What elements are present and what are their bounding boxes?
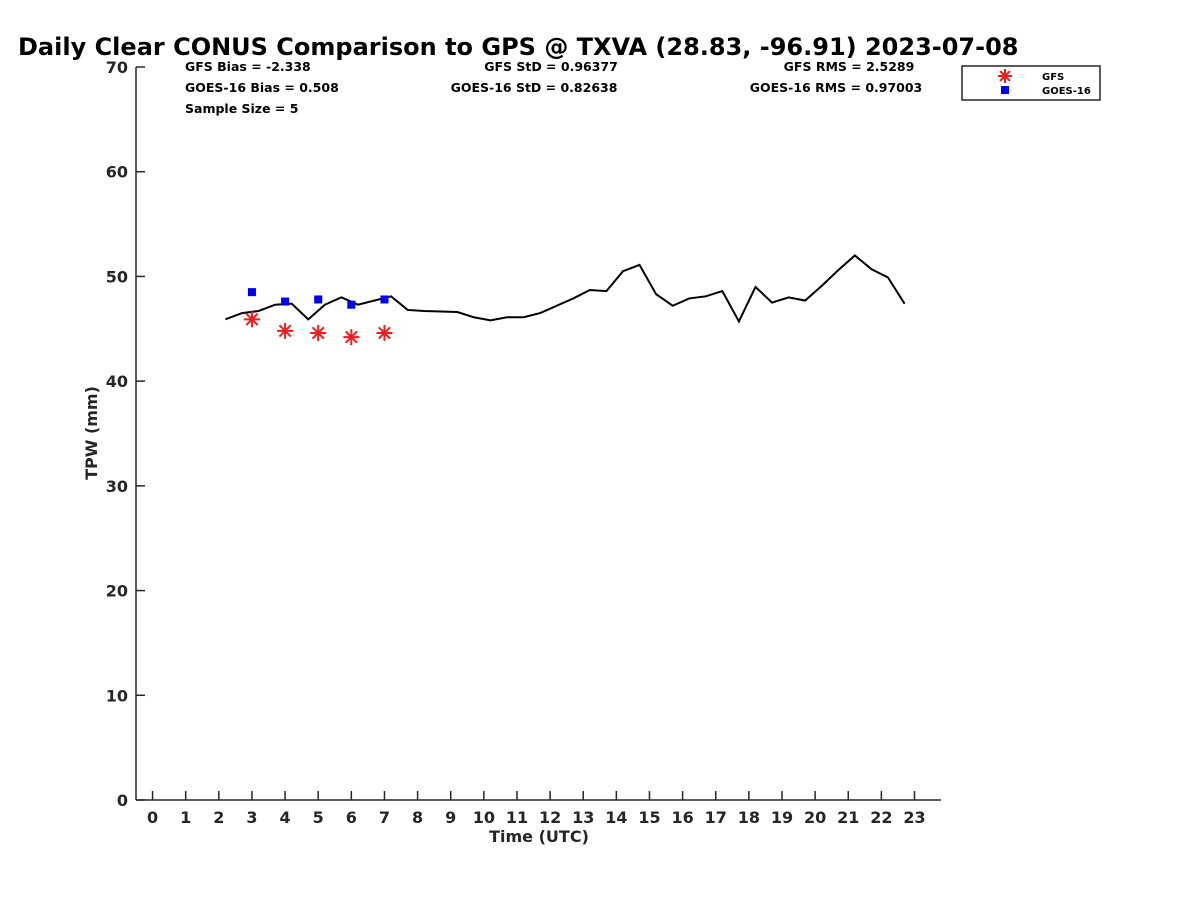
y-tick-label: 30: [106, 477, 128, 496]
y-tick-label: 50: [106, 267, 128, 286]
x-tick-label: 5: [313, 808, 324, 827]
legend-box: [961, 65, 1101, 101]
gfs-std-stat: GFS StD = 0.96377: [484, 59, 618, 74]
x-tick-label: 16: [671, 808, 693, 827]
x-tick-label: 4: [280, 808, 291, 827]
goes16-point: [247, 288, 256, 297]
legend: GFS GOES-16: [961, 65, 1101, 101]
gfs-point: [310, 324, 327, 341]
gfs-bias-stat: GFS Bias = -2.338: [185, 59, 311, 74]
x-tick-label: 7: [379, 808, 390, 827]
goes16-point: [314, 295, 323, 304]
x-tick-label: 19: [771, 808, 793, 827]
gfs-point: [243, 311, 260, 328]
goes16-point: [281, 297, 290, 306]
gfs-point: [277, 322, 294, 339]
x-tick-label: 11: [506, 808, 528, 827]
x-tick-label: 9: [445, 808, 456, 827]
y-tick-label: 60: [106, 163, 128, 182]
x-tick-label: 2: [213, 808, 224, 827]
x-tick-label: 12: [539, 808, 561, 827]
x-tick-label: 1: [180, 808, 191, 827]
x-tick-label: 20: [804, 808, 826, 827]
x-tick-label: 18: [738, 808, 760, 827]
gfs-point-stroke: [344, 330, 358, 344]
x-tick-label: 13: [572, 808, 594, 827]
y-tick-label: 20: [106, 582, 128, 601]
x-ticks: 0 1 2 3 4 5 6 7 8 9 10 11 12 13 14 15 16 17 18 19 20 21 22 23: [147, 791, 926, 827]
chart-title: Daily Clear CONUS Comparison to GPS @ TX…: [18, 33, 1019, 61]
y-tick-label: 40: [106, 372, 128, 391]
goes16-point: [347, 300, 356, 309]
legend-gfs-asterisk: [998, 69, 1012, 83]
gfs-point-stroke: [278, 324, 292, 338]
goes16-point: [380, 295, 389, 304]
goes-rms-stat: GOES-16 RMS = 0.97003: [750, 80, 923, 95]
legend-gfs-asterisk-stroke: [999, 70, 1011, 82]
gfs-point-stroke: [378, 326, 391, 340]
goes-std-stat: GOES-16 StD = 0.82638: [451, 80, 618, 95]
gfs-point: [376, 324, 393, 341]
stats-annotations: GFS Bias = -2.338 GOES-16 Bias = 0.508 S…: [185, 59, 922, 116]
x-tick-label: 10: [473, 808, 495, 827]
goes-bias-stat: GOES-16 Bias = 0.508: [185, 80, 339, 95]
sample-size-stat: Sample Size = 5: [185, 101, 298, 116]
x-axis-label: Time (UTC): [489, 827, 589, 846]
x-tick-label: 17: [705, 808, 727, 827]
legend-goes16-label: GOES-16: [1042, 86, 1091, 97]
x-tick-label: 23: [903, 808, 925, 827]
y-axis-label: TPW (mm): [82, 386, 101, 480]
x-tick-label: 8: [412, 808, 423, 827]
plot-area: [225, 254, 906, 346]
y-tick-label: 10: [106, 686, 128, 705]
legend-gfs-label: GFS: [1042, 72, 1064, 83]
gfs-point: [343, 329, 360, 346]
gfs-point-stroke: [311, 326, 325, 340]
x-tick-label: 15: [638, 808, 660, 827]
legend-goes16-marker: [1001, 86, 1009, 94]
x-tick-label: 21: [837, 808, 859, 827]
gps-series-line: [225, 254, 906, 324]
y-ticks: 0 10 20 30 40 50 60 70: [106, 58, 145, 810]
x-tick-label: 0: [147, 808, 158, 827]
gfs-point-stroke: [245, 312, 259, 326]
x-tick-label: 22: [870, 808, 892, 827]
y-tick-label: 70: [106, 58, 128, 77]
gfs-rms-stat: GFS RMS = 2.5289: [784, 59, 915, 74]
x-tick-label: 6: [346, 808, 357, 827]
x-tick-label: 3: [246, 808, 257, 827]
y-tick-label: 0: [117, 791, 128, 810]
gfs-series: [243, 311, 393, 346]
legend-gfs-marker: [998, 69, 1012, 83]
goes16-series: [247, 288, 389, 309]
axes: [135, 67, 941, 801]
x-tick-label: 14: [605, 808, 627, 827]
